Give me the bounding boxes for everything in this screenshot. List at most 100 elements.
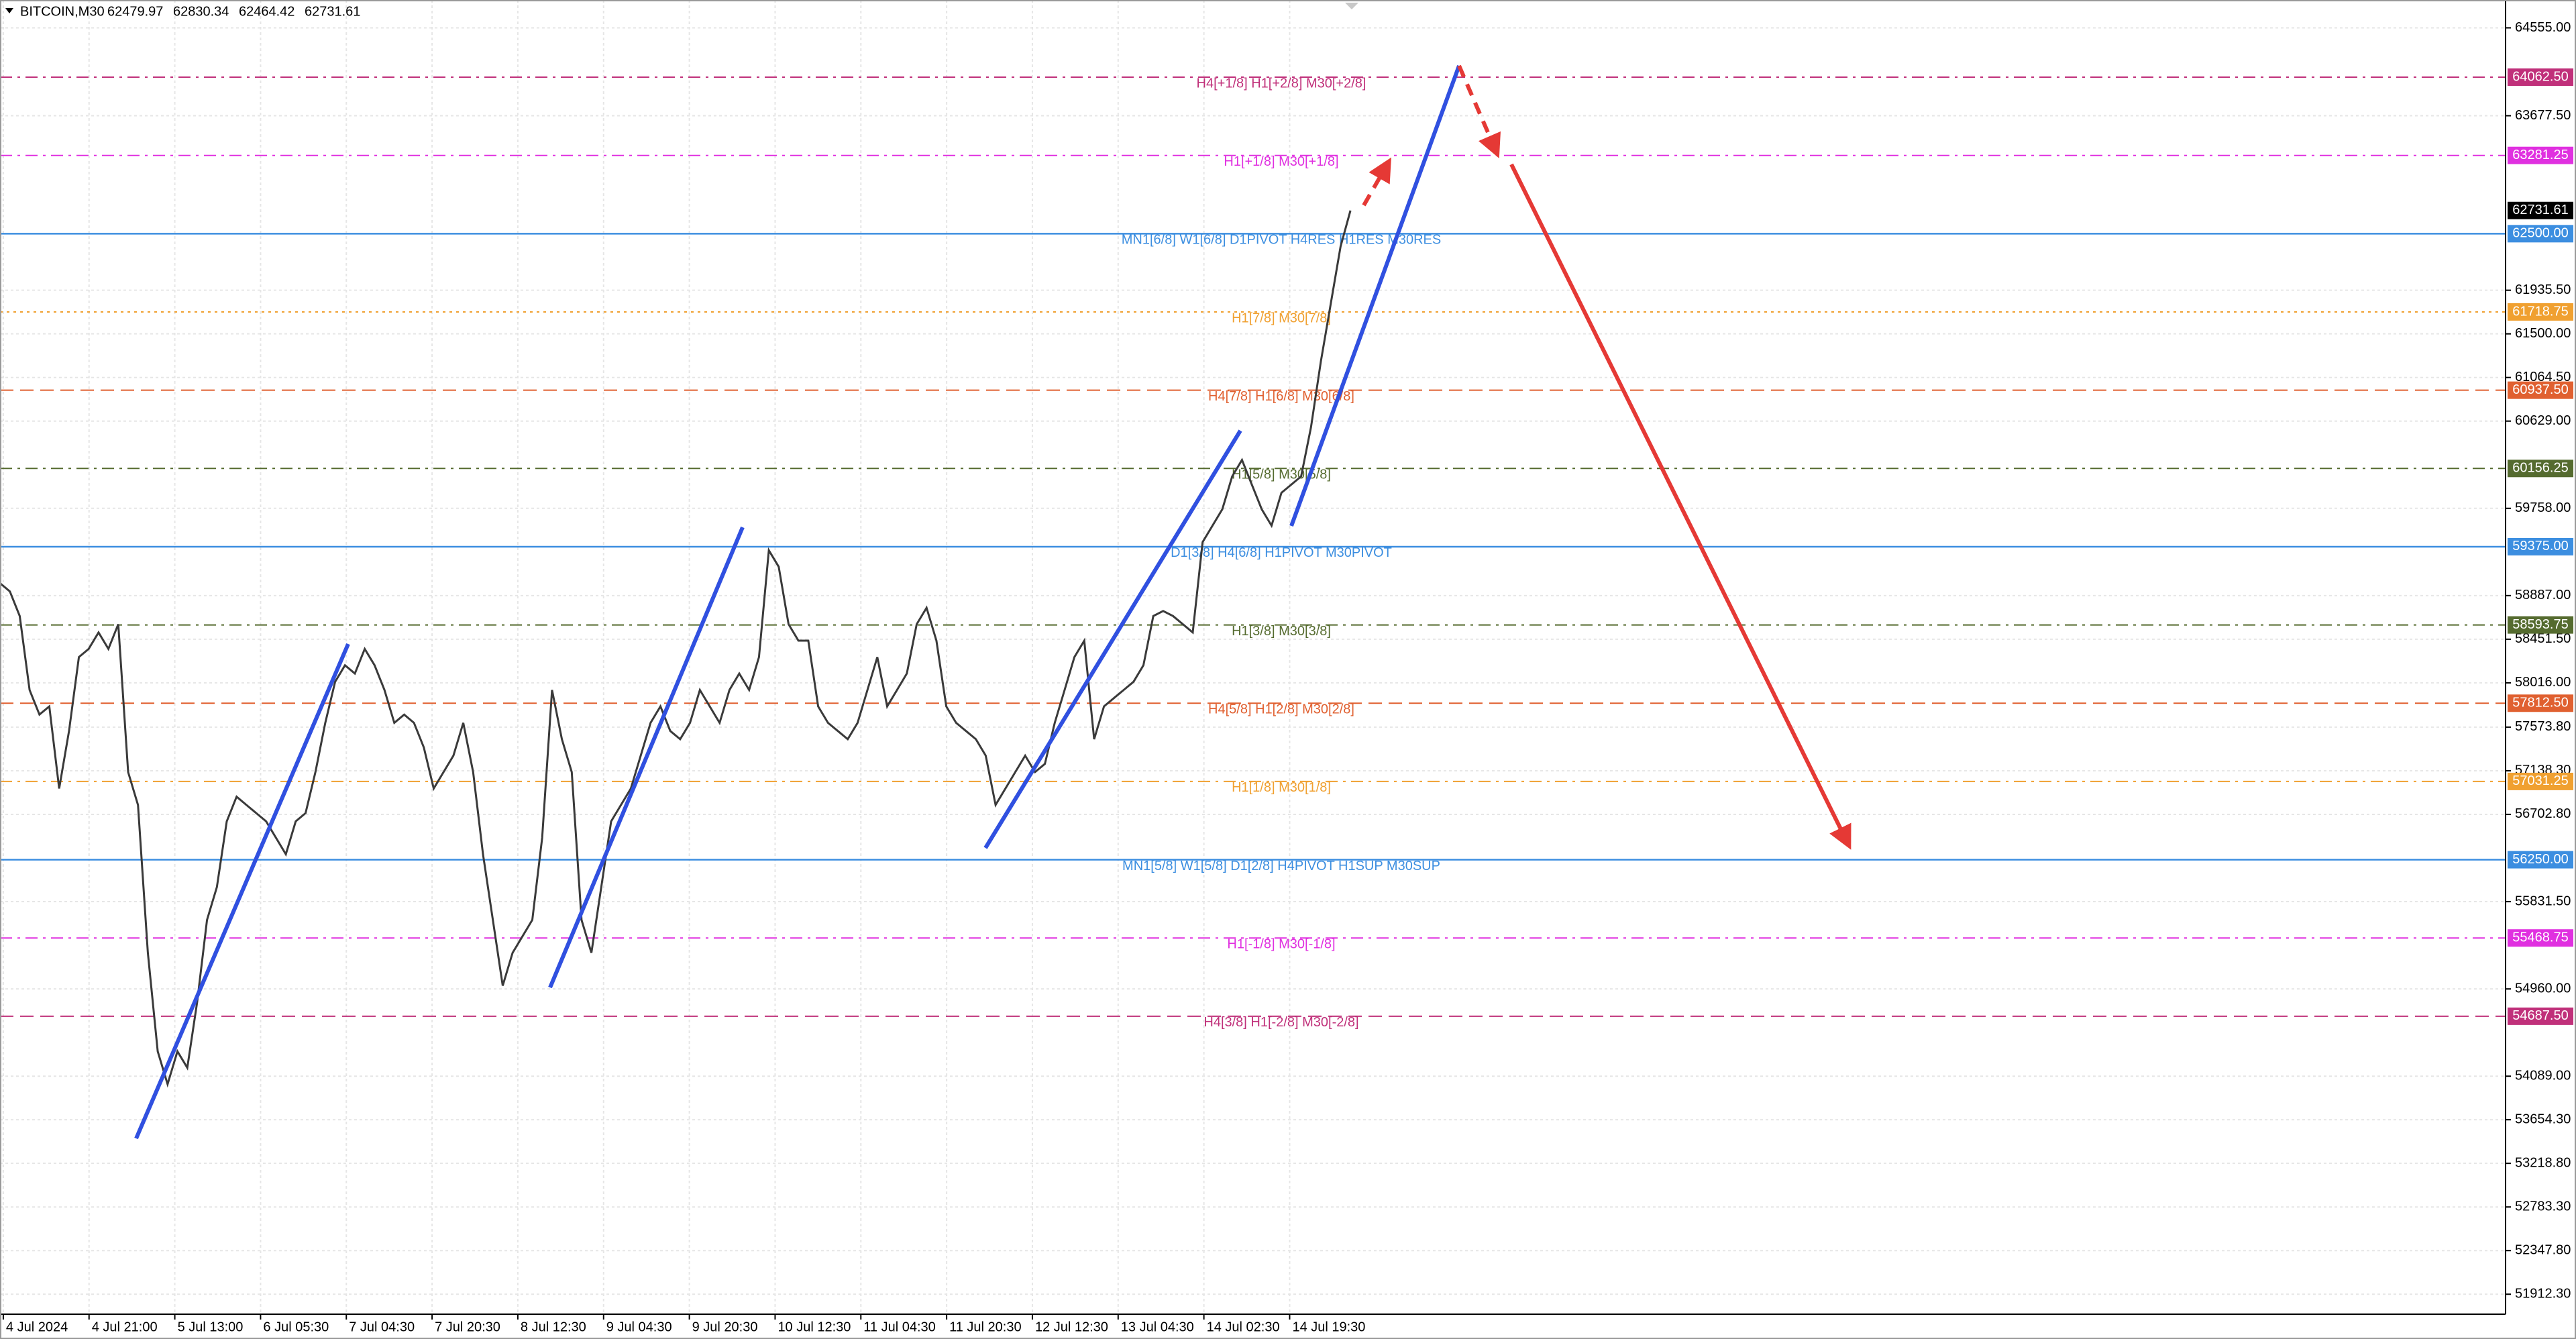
level-label: H4[7/8] H1[6/8] M30[6/8] xyxy=(1208,389,1354,404)
ohlc-high: 62830.34 xyxy=(173,4,229,19)
level-label: H4[5/8] H1[2/8] M30[2/8] xyxy=(1208,702,1354,717)
levels: H4[+1/8] H1[+2/8] M30[+2/8] H1[+1/8] M30[… xyxy=(0,76,2506,1030)
y-tick-label: 54960.00 xyxy=(2515,981,2571,996)
forecast-arrow xyxy=(1457,64,1501,159)
symbol: BITCOIN,M30 xyxy=(20,4,105,19)
level-price-label: 59375.00 xyxy=(2512,539,2568,553)
level-label: H1[-1/8] M30[-1/8] xyxy=(1227,936,1335,951)
x-tick-label: 6 Jul 05:30 xyxy=(263,1320,329,1334)
level-price-box xyxy=(2508,225,2573,243)
y-tick-label: 64555.00 xyxy=(2515,20,2571,35)
price-series xyxy=(0,210,1352,1088)
y-tick-label: 60629.00 xyxy=(2515,413,2571,428)
x-tick-label: 9 Jul 04:30 xyxy=(606,1320,672,1334)
level-price-label: 60156.25 xyxy=(2512,461,2568,476)
menu-icon xyxy=(5,8,13,13)
level-price-box xyxy=(2508,68,2573,87)
forecast-arrow xyxy=(1509,163,1851,850)
level-label: H1[7/8] M30[7/8] xyxy=(1232,311,1331,325)
x-tick-label: 4 Jul 2024 xyxy=(6,1320,68,1334)
price-line xyxy=(0,210,1352,1088)
x-tick-label: 8 Jul 12:30 xyxy=(521,1320,586,1334)
level-price-label: 61718.75 xyxy=(2512,304,2568,319)
level-label: H1[5/8] M30[5/8] xyxy=(1232,468,1331,482)
forecast-arrows xyxy=(1362,64,1851,850)
y-tick-label: 53654.30 xyxy=(2515,1112,2571,1126)
level-price-box xyxy=(2508,1007,2573,1025)
x-tick-label: 7 Jul 20:30 xyxy=(435,1320,500,1334)
y-tick-label: 52783.30 xyxy=(2515,1199,2571,1214)
level-price-label: 56250.00 xyxy=(2512,852,2568,867)
level-price-label: 63281.25 xyxy=(2512,148,2568,162)
y-tick-label: 61935.50 xyxy=(2515,282,2571,297)
y-tick-label: 54089.00 xyxy=(2515,1069,2571,1083)
y-tick-label: 55831.50 xyxy=(2515,894,2571,908)
x-tick-label: 12 Jul 12:30 xyxy=(1035,1320,1108,1334)
x-tick-label: 9 Jul 20:30 xyxy=(692,1320,758,1334)
level-price-box xyxy=(2508,146,2573,164)
x-tick-label: 11 Jul 04:30 xyxy=(863,1320,936,1334)
y-tick-label: 56702.80 xyxy=(2515,806,2571,821)
level-price-box xyxy=(2508,303,2573,321)
x-tick-label: 11 Jul 20:30 xyxy=(949,1320,1022,1334)
y-tick-label: 53218.80 xyxy=(2515,1155,2571,1170)
level-price-box xyxy=(2508,694,2573,712)
level-label: H4[3/8] H1[-2/8] M30[-2/8] xyxy=(1203,1015,1358,1030)
grid xyxy=(0,0,2506,1314)
x-tick-label: 14 Jul 02:30 xyxy=(1207,1320,1280,1334)
last-price-label: 62731.61 xyxy=(2512,203,2568,217)
level-price-label: 54687.50 xyxy=(2512,1008,2568,1023)
level-label: H1[3/8] M30[3/8] xyxy=(1232,624,1331,639)
x-tick-label: 13 Jul 04:30 xyxy=(1121,1320,1194,1334)
ohlc-low: 62464.42 xyxy=(239,4,294,19)
level-price-label: 60937.50 xyxy=(2512,382,2568,397)
level-price-box xyxy=(2508,616,2573,634)
level-price-label: 58593.75 xyxy=(2512,617,2568,632)
level-label: D1[3/8] H4[6/8] H1PIVOT M30PIVOT xyxy=(1171,545,1392,560)
y-tick-label: 58016.00 xyxy=(2515,675,2571,690)
y-tick-label: 61064.50 xyxy=(2515,370,2571,384)
forecast-arrow xyxy=(1362,157,1391,207)
level-price-box xyxy=(2508,381,2573,399)
y-tick-label: 57573.80 xyxy=(2515,719,2571,734)
level-price-label: 57812.50 xyxy=(2512,696,2568,710)
x-tick-label: 14 Jul 19:30 xyxy=(1292,1320,1365,1334)
y-tick-label: 61500.00 xyxy=(2515,326,2571,341)
y-tick-label: 52347.80 xyxy=(2515,1242,2571,1257)
level-price-box xyxy=(2508,460,2573,478)
level-label: MN1[6/8] W1[6/8] D1PIVOT H4RES H1RES M30… xyxy=(1122,233,1441,248)
scroll-marker xyxy=(1345,3,1358,9)
level-price-label: 62500.00 xyxy=(2512,226,2568,241)
x-tick-label: 10 Jul 12:30 xyxy=(777,1320,851,1334)
x-tick-label: 5 Jul 13:00 xyxy=(178,1320,244,1334)
level-price-label: 64062.50 xyxy=(2512,69,2568,84)
level-label: H1[1/8] M30[1/8] xyxy=(1232,780,1331,795)
level-price-box xyxy=(2508,929,2573,947)
level-label: H1[+1/8] M30[+1/8] xyxy=(1224,154,1338,169)
level-price-box xyxy=(2508,772,2573,790)
trend-line xyxy=(548,526,745,989)
level-price-label: 55468.75 xyxy=(2512,930,2568,945)
level-price-box xyxy=(2508,851,2573,869)
level-label: H4[+1/8] H1[+2/8] M30[+2/8] xyxy=(1197,76,1366,91)
x-tick-label: 4 Jul 21:00 xyxy=(92,1320,158,1334)
y-tick-label: 58451.50 xyxy=(2515,631,2571,646)
y-tick-label: 63677.50 xyxy=(2515,108,2571,123)
y-tick-label: 59758.00 xyxy=(2515,500,2571,515)
trend-line xyxy=(134,643,350,1140)
x-tick-label: 7 Jul 04:30 xyxy=(349,1320,415,1334)
level-price-label: 57031.25 xyxy=(2512,773,2568,788)
level-price-box xyxy=(2508,537,2573,555)
trend-annotations xyxy=(134,64,1461,1140)
ohlc-open: 62479.97 xyxy=(107,4,163,19)
last-price-box xyxy=(2508,201,2573,219)
trend-line xyxy=(983,429,1242,849)
level-label: MN1[5/8] W1[5/8] D1[2/8] H4PIVOT H1SUP M… xyxy=(1122,859,1440,873)
y-tick-label: 51912.30 xyxy=(2515,1287,2571,1301)
ohlc-close: 62731.61 xyxy=(305,4,360,19)
y-tick-label: 58887.00 xyxy=(2515,588,2571,602)
